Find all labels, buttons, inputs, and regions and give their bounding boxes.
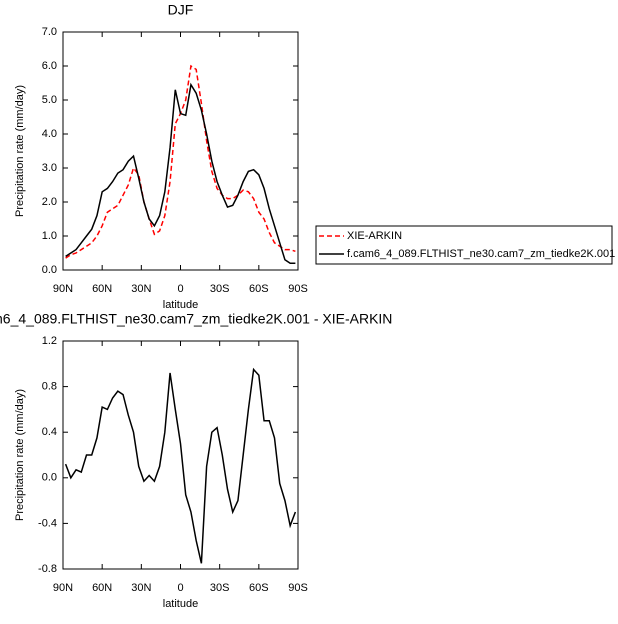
- y-tick-label: -0.4: [38, 517, 57, 529]
- y-tick-label: 4.0: [42, 128, 57, 140]
- plot-frame: [62, 31, 299, 271]
- x-tick-label: 0: [177, 283, 183, 295]
- x-tick-label: 90N: [53, 283, 73, 295]
- x-tick-label: 60S: [249, 283, 269, 295]
- legend-label: f.cam6_4_089.FLTHIST_ne30.cam7_zm_tiedke…: [347, 248, 615, 260]
- data-line: [65, 82, 296, 264]
- y-tick-label: 7.0: [42, 26, 57, 38]
- y-tick-label: 5.0: [42, 94, 57, 106]
- x-tick-label: 90N: [53, 582, 73, 594]
- y-tick-label: 1.0: [42, 230, 57, 242]
- x-tick-label: 30S: [210, 283, 230, 295]
- data-line: [65, 64, 296, 259]
- legend-box: [315, 225, 613, 265]
- x-tick-label: 60N: [92, 283, 112, 295]
- x-tick-label: 30N: [131, 582, 151, 594]
- x-tick-label: 0: [177, 582, 183, 594]
- plot-frame: [62, 340, 299, 570]
- y-tick-label: -0.8: [38, 563, 57, 575]
- data-line: [64, 367, 297, 564]
- y-axis-label: Precipitation rate (mm/day): [14, 389, 26, 521]
- y-axis-label: Precipitation rate (mm/day): [14, 85, 26, 217]
- y-tick-label: 0.4: [42, 426, 57, 438]
- x-tick-label: 60S: [249, 582, 269, 594]
- x-tick-label: 60N: [92, 582, 112, 594]
- x-tick-label: 30N: [131, 283, 151, 295]
- y-tick-label: 2.0: [42, 196, 57, 208]
- x-tick-label: 90S: [288, 283, 308, 295]
- x-tick-label: 30S: [210, 582, 230, 594]
- chart-title: DJF: [168, 2, 194, 18]
- chart-title: f.cam6_4_089.FLTHIST_ne30.cam7_zm_tiedke…: [0, 311, 392, 327]
- x-tick-label: 90S: [288, 582, 308, 594]
- y-tick-label: 0.8: [42, 381, 57, 393]
- y-tick-label: 1.2: [42, 335, 57, 347]
- y-tick-label: 6.0: [42, 60, 57, 72]
- y-tick-label: 3.0: [42, 162, 57, 174]
- x-axis-label: latitude: [163, 299, 198, 311]
- legend-label: XIE-ARKIN: [347, 230, 402, 242]
- y-tick-label: 0.0: [42, 472, 57, 484]
- y-tick-label: 0.0: [42, 264, 57, 276]
- x-axis-label: latitude: [163, 598, 198, 610]
